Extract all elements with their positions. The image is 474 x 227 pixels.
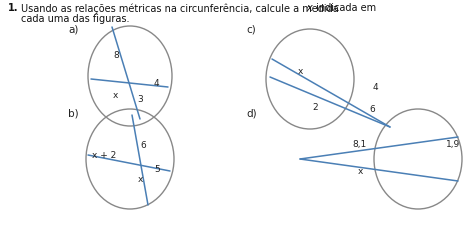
Text: x: x [137,175,143,183]
Text: 4: 4 [153,79,159,89]
Text: Usando as relações métricas na circunferência, calcule a medida: Usando as relações métricas na circunfer… [21,3,342,13]
Text: 3: 3 [137,96,143,104]
Text: 1,9: 1,9 [446,140,460,148]
Text: 8: 8 [113,50,119,59]
Text: 6: 6 [369,104,375,114]
Text: 4: 4 [372,82,378,91]
Text: x + 2: x + 2 [92,151,116,160]
Text: x: x [297,67,303,76]
Text: x: x [306,3,312,13]
Text: d): d) [246,109,256,119]
Text: cada uma das figuras.: cada uma das figuras. [21,14,129,24]
Text: x: x [357,168,363,177]
Text: 8,1: 8,1 [353,140,367,148]
Text: a): a) [68,24,78,34]
Text: b): b) [68,109,79,119]
Text: x: x [112,91,118,99]
Text: indicada em: indicada em [313,3,376,13]
Text: c): c) [246,24,256,34]
Text: 1.: 1. [8,3,18,13]
Text: 2: 2 [312,103,318,111]
Text: 6: 6 [140,141,146,150]
Text: 5: 5 [154,165,160,173]
